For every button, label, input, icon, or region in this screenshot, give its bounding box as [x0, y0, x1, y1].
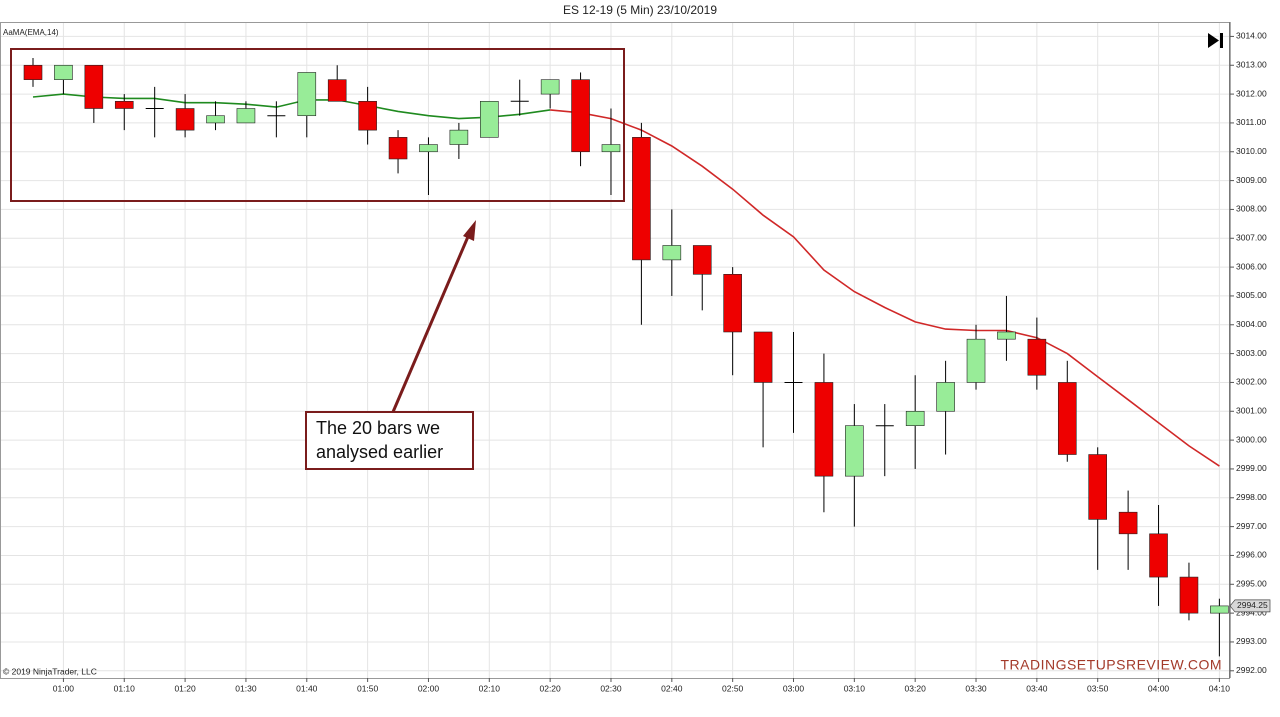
- x-tick-label: 03:40: [1026, 683, 1048, 693]
- candle-body: [1118, 511, 1138, 535]
- candle-body: [997, 331, 1016, 340]
- candle-body: [723, 274, 742, 333]
- x-tick-label: 01:50: [357, 683, 379, 693]
- x-tick-label: 03:20: [905, 683, 927, 693]
- x-tick-label: 01:40: [296, 683, 318, 693]
- y-tick-label: 2997.00: [1236, 521, 1267, 531]
- y-tick-label: 3005.00: [1236, 290, 1267, 300]
- candle-body: [905, 410, 925, 426]
- y-tick-label: 2999.00: [1236, 463, 1267, 473]
- y-tick-label: 3002.00: [1236, 377, 1267, 387]
- candle-body: [206, 115, 225, 124]
- x-tick-label: 02:10: [479, 683, 501, 693]
- y-tick-label: 3012.00: [1236, 88, 1267, 98]
- x-tick-label: 04:10: [1209, 683, 1231, 693]
- grid: [0, 22, 1230, 678]
- candle-body: [632, 137, 651, 261]
- candle-body: [54, 64, 73, 80]
- ema-line: [32, 93, 551, 120]
- candle-body: [540, 79, 560, 95]
- candle-body: [753, 331, 773, 383]
- indicator-label: AaMA(EMA,14): [3, 28, 59, 37]
- candle-body: [388, 137, 408, 160]
- y-tick-label: 2994.00: [1236, 607, 1267, 617]
- last-price-label: 2994.25: [1237, 600, 1268, 610]
- candle-body: [1210, 605, 1229, 614]
- y-tick-label: 3014.00: [1236, 31, 1267, 41]
- y-tick-label: 2992.00: [1236, 665, 1267, 675]
- candle-body: [327, 79, 347, 102]
- y-tick-label: 3001.00: [1236, 406, 1267, 416]
- x-tick-label: 04:00: [1148, 683, 1170, 693]
- y-tick-label: 2993.00: [1236, 636, 1267, 646]
- candle-body: [662, 245, 682, 261]
- candle-body: [84, 64, 104, 109]
- candle-body: [358, 100, 377, 131]
- candle-body: [1057, 382, 1077, 455]
- y-tick-label: 3013.00: [1236, 60, 1267, 70]
- candle-body: [419, 144, 438, 153]
- play-icon[interactable]: [1208, 33, 1219, 48]
- candle-body: [236, 108, 256, 124]
- annotation-line: The 20 bars we: [316, 418, 440, 438]
- y-tick-label: 3010.00: [1236, 146, 1267, 156]
- y-tick-label: 3009.00: [1236, 175, 1267, 185]
- x-tick-label: 01:10: [114, 683, 136, 693]
- ema-line: [550, 109, 1220, 467]
- candle-body: [175, 108, 195, 131]
- candle-body: [1088, 454, 1107, 520]
- watermark: TRADINGSETUPSREVIEW.COM: [1000, 657, 1222, 673]
- arrow-shaft: [391, 231, 472, 413]
- candle-body: [571, 79, 590, 153]
- x-tick-label: 01:00: [53, 683, 75, 693]
- candle-body: [114, 100, 134, 109]
- annotation-box: [305, 411, 474, 470]
- y-tick-label: 2996.00: [1236, 550, 1267, 560]
- candle-body: [23, 64, 43, 80]
- x-tick-label: 02:50: [722, 683, 744, 693]
- candle-body: [601, 144, 621, 153]
- x-tick-label: 01:30: [235, 683, 257, 693]
- candle-body: [1179, 576, 1199, 614]
- marks: [23, 58, 1229, 657]
- candle-body: [449, 129, 469, 145]
- x-tick-label: 01:20: [174, 683, 196, 693]
- candle-body: [1149, 533, 1168, 578]
- candle-body: [479, 100, 499, 138]
- y-tick-label: 3000.00: [1236, 434, 1267, 444]
- candle-body: [297, 72, 317, 117]
- x-tick-label: 03:10: [844, 683, 866, 693]
- y-tick-label: 3008.00: [1236, 204, 1267, 214]
- y-tick-label: 3007.00: [1236, 233, 1267, 243]
- y-tick-label: 3004.00: [1236, 319, 1267, 329]
- arrow-head: [463, 220, 476, 241]
- candle-body: [814, 382, 834, 477]
- annotation-line: analysed earlier: [316, 442, 443, 462]
- candle-body: [692, 245, 712, 275]
- x-tick-label: 02:20: [539, 683, 561, 693]
- scroll-end-icon[interactable]: [1208, 33, 1223, 48]
- y-tick-label: 3011.00: [1236, 117, 1266, 127]
- last-price-marker: [1229, 599, 1271, 613]
- x-tick-label: 02:30: [600, 683, 622, 693]
- highlight-box: [10, 48, 625, 202]
- x-tick-label: 03:30: [965, 683, 987, 693]
- y-tick-label: 3003.00: [1236, 348, 1267, 358]
- candle-body: [845, 425, 864, 477]
- copyright: © 2019 NinjaTrader, LLC: [3, 666, 97, 676]
- x-tick-label: 03:50: [1087, 683, 1109, 693]
- candle-body: [936, 382, 955, 412]
- chart-title: ES 12-19 (5 Min) 23/10/2019: [563, 3, 717, 17]
- x-tick-label: 02:40: [661, 683, 683, 693]
- candle-body: [1027, 338, 1047, 376]
- y-tick-label: 3006.00: [1236, 261, 1267, 271]
- candle-body: [966, 338, 986, 383]
- y-tick-label: 2995.00: [1236, 579, 1267, 589]
- y-tick-label: 2998.00: [1236, 492, 1267, 502]
- bar-icon[interactable]: [1220, 33, 1223, 48]
- x-tick-label: 03:00: [783, 683, 805, 693]
- x-tick-label: 02:00: [418, 683, 440, 693]
